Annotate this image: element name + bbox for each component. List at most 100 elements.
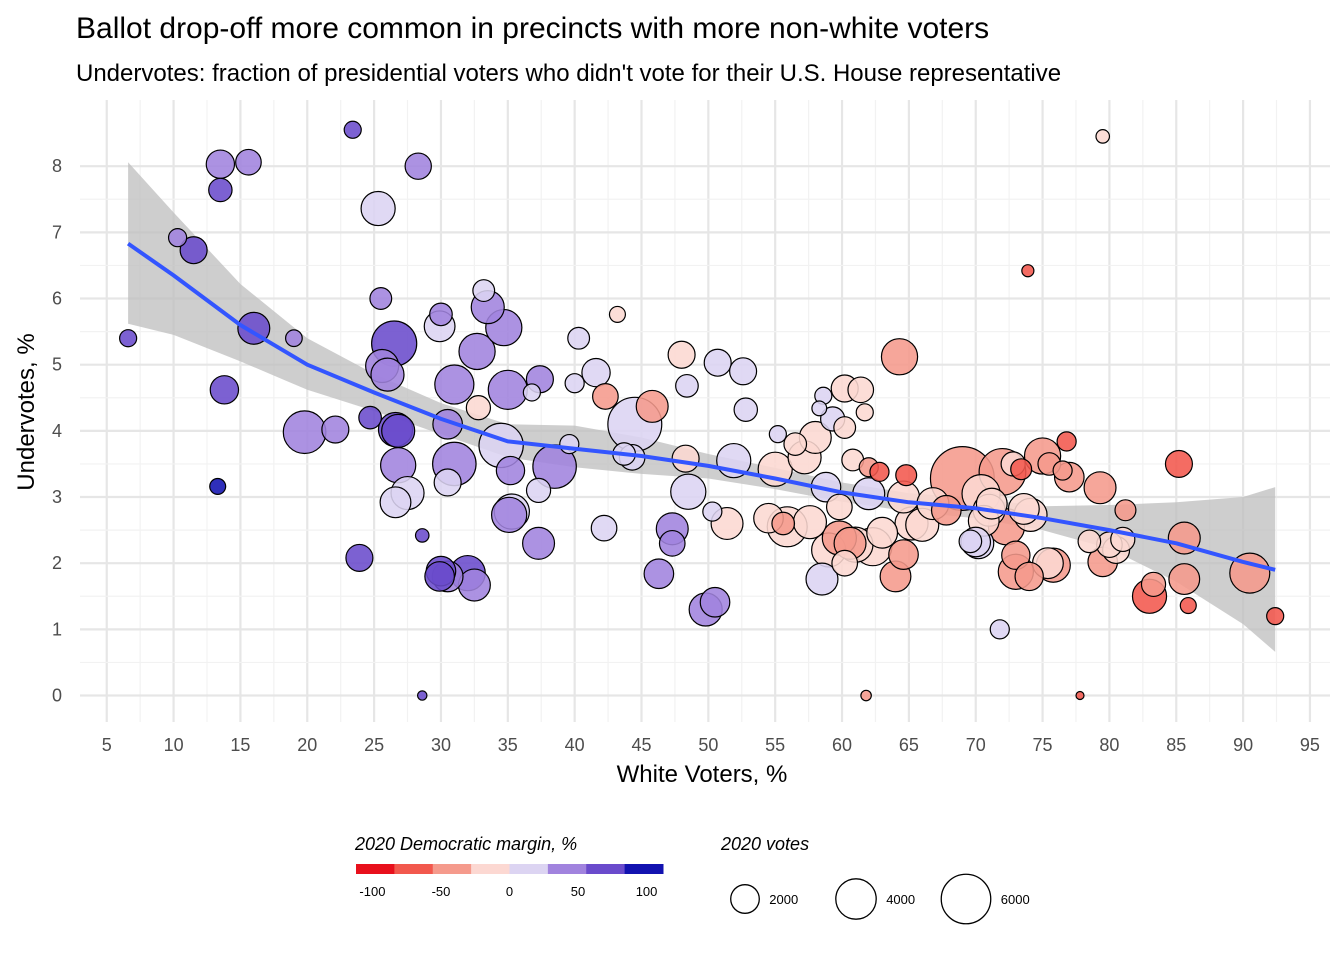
data-point bbox=[404, 152, 432, 180]
data-point bbox=[670, 473, 707, 510]
data-point bbox=[1010, 458, 1033, 481]
data-point bbox=[1056, 431, 1077, 452]
data-point bbox=[414, 528, 430, 543]
data-point bbox=[370, 357, 405, 392]
data-point bbox=[424, 561, 455, 592]
x-tick-label: 65 bbox=[899, 735, 919, 755]
data-point bbox=[831, 549, 859, 577]
data-point bbox=[833, 416, 857, 440]
data-point bbox=[209, 375, 240, 405]
y-axis-title: Undervotes, % bbox=[13, 333, 40, 490]
data-point bbox=[1001, 540, 1031, 570]
color-bar-segment bbox=[356, 864, 395, 874]
data-point bbox=[345, 543, 374, 572]
x-tick-label: 10 bbox=[164, 735, 184, 755]
data-point bbox=[209, 477, 227, 496]
confidence-band bbox=[128, 162, 1276, 652]
data-point bbox=[667, 340, 696, 369]
data-point bbox=[490, 496, 528, 534]
data-point bbox=[1052, 460, 1073, 481]
data-point bbox=[1077, 529, 1102, 554]
size-legend-label: 2000 bbox=[769, 892, 798, 907]
data-points bbox=[119, 120, 1285, 702]
data-point bbox=[860, 689, 872, 702]
data-point bbox=[205, 149, 236, 179]
data-point bbox=[855, 403, 874, 422]
data-point bbox=[635, 389, 669, 423]
trend-line-group bbox=[126, 241, 1276, 572]
x-tick-label: 15 bbox=[230, 735, 250, 755]
color-bar-segment bbox=[471, 864, 510, 874]
data-point bbox=[487, 369, 528, 410]
color-legend-tick-label: 100 bbox=[636, 884, 658, 899]
x-axis-ticks: 5 10 15 20 25 30 35 40 45 50 55 60 65 70 75 80 85 90 95 bbox=[102, 735, 1320, 755]
y-tick-label: 3 bbox=[52, 487, 62, 507]
x-tick-label: 35 bbox=[498, 735, 518, 755]
data-point bbox=[771, 511, 796, 536]
x-tick-label: 90 bbox=[1233, 735, 1253, 755]
x-tick-label: 70 bbox=[966, 735, 986, 755]
data-point bbox=[592, 383, 619, 410]
data-point bbox=[880, 338, 919, 376]
color-bar-segment bbox=[586, 864, 626, 874]
data-point bbox=[567, 326, 591, 350]
data-point bbox=[675, 373, 699, 398]
x-tick-label: 55 bbox=[765, 735, 785, 755]
data-point bbox=[465, 395, 492, 421]
data-point bbox=[811, 400, 828, 417]
data-point bbox=[590, 514, 618, 542]
data-point bbox=[1014, 561, 1044, 592]
data-point bbox=[768, 425, 787, 444]
x-tick-label: 75 bbox=[1033, 735, 1053, 755]
data-point bbox=[658, 529, 686, 557]
data-point bbox=[369, 287, 393, 310]
x-tick-label: 60 bbox=[832, 735, 852, 755]
data-point bbox=[434, 364, 475, 405]
data-point bbox=[866, 516, 899, 549]
grid bbox=[80, 100, 1330, 722]
x-tick-label: 20 bbox=[297, 735, 317, 755]
data-point bbox=[930, 494, 962, 526]
data-point bbox=[179, 236, 208, 265]
color-bar-segment bbox=[509, 864, 549, 874]
data-point bbox=[671, 444, 700, 473]
data-point bbox=[733, 397, 759, 422]
size-legend-circle bbox=[835, 878, 877, 920]
color-bar-segment bbox=[624, 864, 664, 874]
data-point bbox=[472, 279, 496, 303]
data-point bbox=[433, 468, 462, 497]
data-point bbox=[321, 415, 350, 444]
color-legend-tick-label: -50 bbox=[432, 884, 451, 899]
color-legend-tick-label: 50 bbox=[571, 884, 585, 899]
data-point bbox=[208, 177, 233, 203]
data-point bbox=[581, 357, 611, 388]
x-tick-label: 25 bbox=[364, 735, 384, 755]
data-point bbox=[564, 373, 585, 394]
y-tick-label: 6 bbox=[52, 289, 62, 309]
trend-line bbox=[126, 241, 1276, 572]
data-point bbox=[358, 405, 382, 430]
data-point bbox=[729, 357, 758, 386]
size-legend-label: 6000 bbox=[1001, 892, 1030, 907]
data-point bbox=[888, 539, 919, 570]
y-tick-label: 4 bbox=[52, 421, 62, 441]
data-point bbox=[783, 432, 808, 456]
data-point bbox=[525, 477, 552, 504]
x-tick-label: 50 bbox=[698, 735, 718, 755]
data-point bbox=[958, 529, 983, 554]
y-tick-label: 7 bbox=[52, 222, 62, 242]
data-point bbox=[119, 329, 138, 348]
data-point bbox=[522, 383, 541, 402]
x-tick-label: 5 bbox=[102, 735, 112, 755]
data-point bbox=[429, 302, 453, 327]
data-point bbox=[458, 332, 496, 371]
data-point bbox=[1229, 552, 1271, 594]
x-tick-label: 95 bbox=[1300, 735, 1320, 755]
data-point bbox=[1266, 607, 1285, 626]
chart-subtitle: Undervotes: fraction of presidential vot… bbox=[76, 60, 1062, 87]
data-point bbox=[847, 376, 875, 404]
data-point bbox=[989, 619, 1010, 640]
data-point bbox=[608, 305, 627, 323]
data-point bbox=[1140, 571, 1167, 598]
